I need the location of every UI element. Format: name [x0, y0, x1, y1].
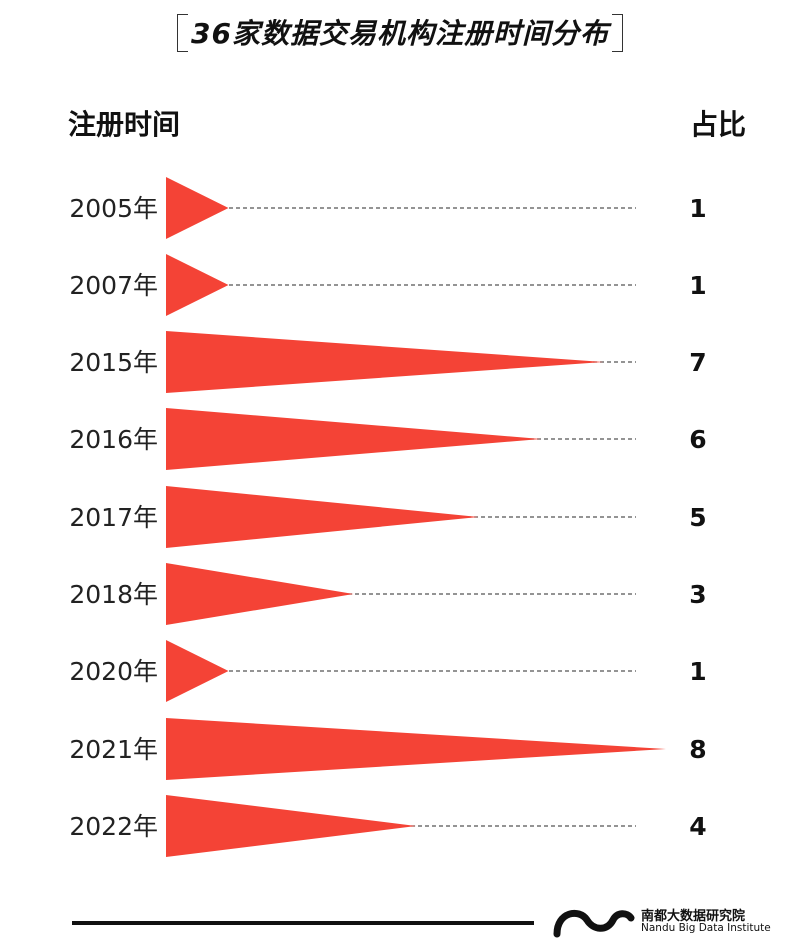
chart-title-box: 36家数据交易机构注册时间分布 — [177, 10, 623, 54]
value-label: 3 — [689, 580, 706, 609]
category-label: 2005年 — [69, 194, 158, 223]
triangle-bar — [166, 486, 479, 548]
footer-rule — [72, 921, 534, 925]
value-label: 8 — [689, 735, 706, 764]
category-label: 2018年 — [69, 580, 158, 609]
column-header-value: 占比 — [690, 108, 747, 141]
triangle-bar — [166, 718, 666, 780]
value-label: 5 — [689, 503, 706, 532]
category-label: 2015年 — [69, 348, 158, 377]
category-label: 2017年 — [69, 503, 158, 532]
value-label: 1 — [689, 271, 706, 300]
triangle-bar — [166, 254, 229, 316]
brand-name-zh: 南都大数据研究院 — [641, 909, 746, 924]
triangle-bar-chart: 2005年 1 2007年 1 2015年 7 2016年 6 2017年 5 2018年 3 2020… — [69, 177, 707, 857]
value-label: 1 — [689, 194, 706, 223]
value-label: 7 — [689, 348, 706, 377]
triangle-bar — [166, 177, 229, 239]
brand-name-en: Nandu Big Data Institute — [641, 922, 771, 934]
title-left-bracket — [177, 14, 189, 52]
value-label: 1 — [689, 657, 706, 686]
triangle-bar — [166, 795, 416, 857]
category-label: 2007年 — [69, 271, 158, 300]
triangle-bar — [166, 563, 354, 625]
chart-title: 36家数据交易机构注册时间分布 — [191, 17, 609, 50]
category-label: 2022年 — [69, 812, 158, 841]
column-header-year: 注册时间 — [68, 108, 181, 141]
chart-title-area: 36家数据交易机构注册时间分布 — [0, 10, 800, 54]
value-label: 4 — [689, 812, 706, 841]
value-label: 6 — [689, 425, 706, 454]
title-right-bracket — [611, 14, 623, 52]
category-label: 2020年 — [69, 657, 158, 686]
triangle-bar — [166, 408, 541, 470]
triangle-bar — [166, 331, 604, 393]
nandu-logo-icon — [553, 909, 635, 938]
triangle-bar — [166, 640, 229, 702]
category-label: 2021年 — [69, 735, 158, 764]
category-label: 2016年 — [69, 425, 158, 454]
